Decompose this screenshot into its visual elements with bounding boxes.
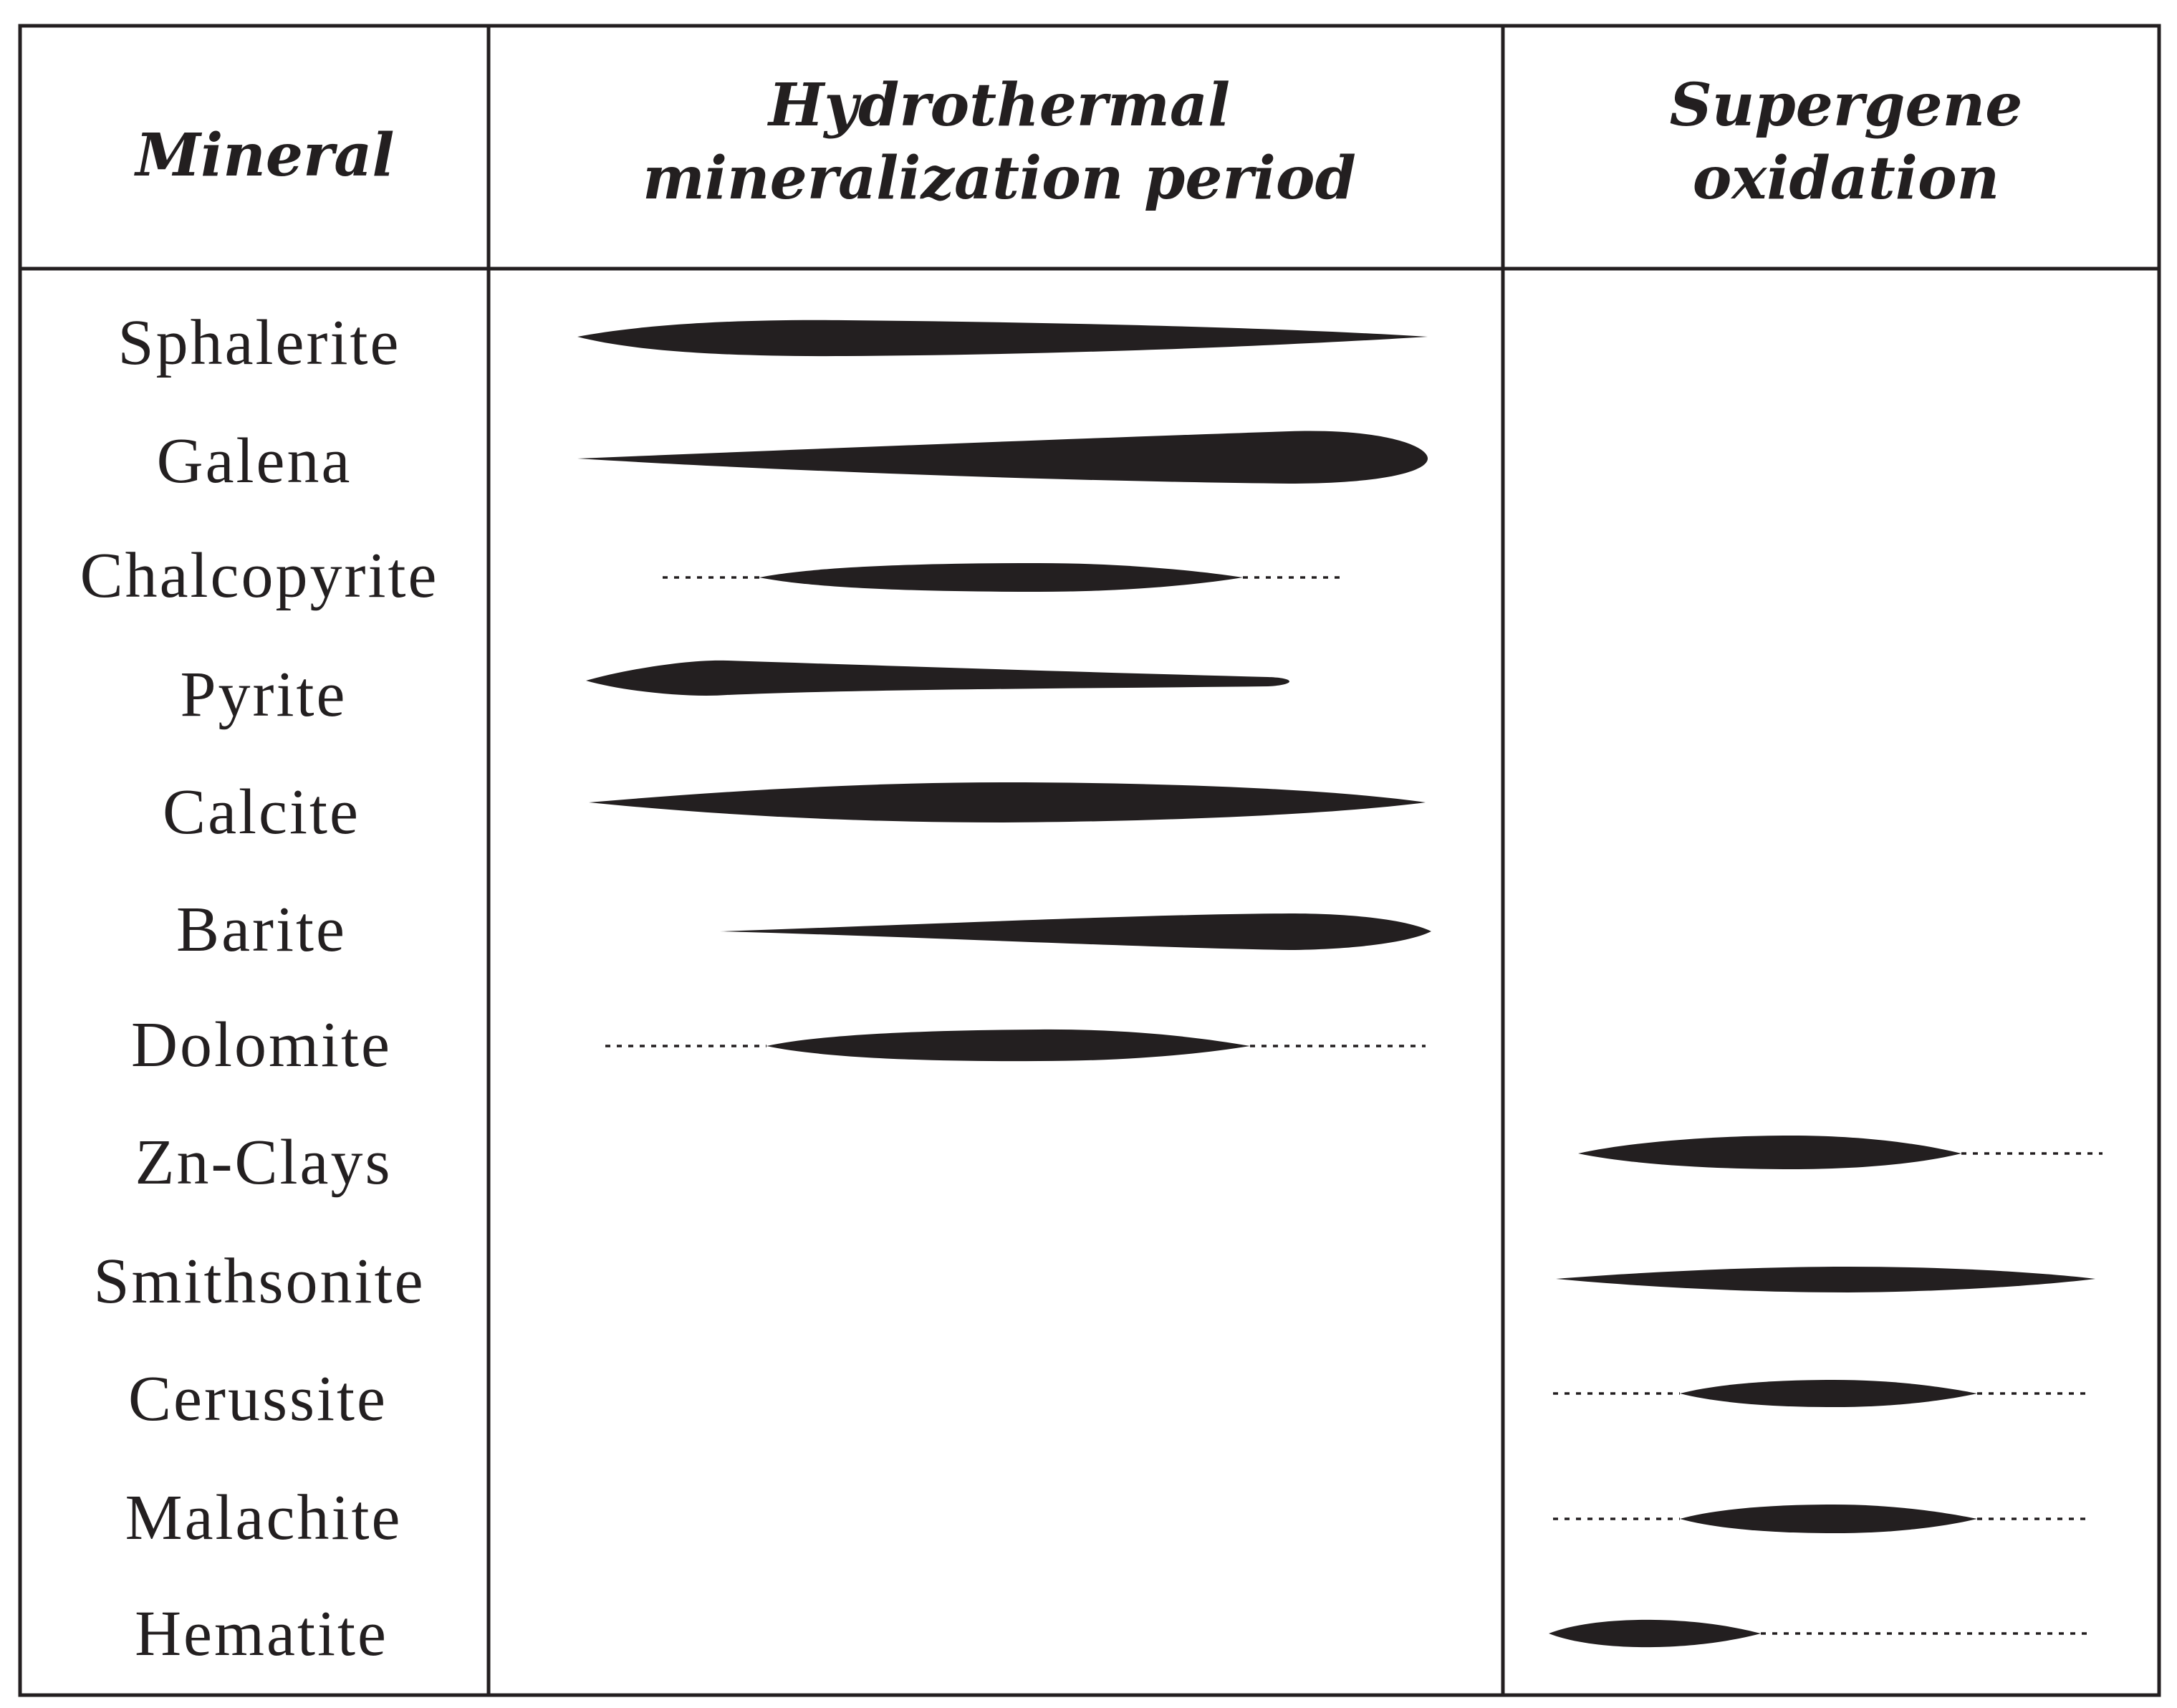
mineral-column: Sphalerite Galena Chalcopyrite Pyrite Ca… xyxy=(80,307,439,1669)
mineral-label-galena: Galena xyxy=(157,426,352,496)
bar-chalcopyrite xyxy=(759,563,1243,592)
bar-zn-clays xyxy=(1578,1136,1961,1169)
mineral-label-dolomite: Dolomite xyxy=(131,1009,392,1080)
bar-barite xyxy=(720,913,1431,950)
bar-galena xyxy=(577,431,1428,484)
hydrothermal-bars xyxy=(577,320,1431,1062)
bar-malachite xyxy=(1680,1505,1977,1533)
mineral-label-cerussite: Cerussite xyxy=(128,1363,388,1434)
mineral-label-pyrite: Pyrite xyxy=(181,659,347,730)
header-supergene-line1: Supergene xyxy=(1670,71,2023,140)
bar-sphalerite xyxy=(577,320,1428,357)
mineral-label-calcite: Calcite xyxy=(163,777,360,848)
table-frame xyxy=(18,24,2161,1697)
bar-smithsonite xyxy=(1556,1267,2095,1292)
bar-hematite xyxy=(1549,1619,1761,1648)
header-supergene-line2: oxidation xyxy=(1693,144,2000,213)
mineral-label-smithsonite: Smithsonite xyxy=(93,1246,425,1317)
bar-dolomite xyxy=(766,1029,1250,1062)
bar-cerussite xyxy=(1680,1380,1977,1407)
header-mineral: Mineral xyxy=(133,121,394,190)
mineral-label-barite: Barite xyxy=(176,894,347,965)
mineral-label-hematite: Hematite xyxy=(135,1598,388,1669)
bar-pyrite xyxy=(586,660,1289,696)
mineral-label-sphalerite: Sphalerite xyxy=(118,307,401,378)
mineral-label-zn-clays: Zn-Clays xyxy=(135,1127,393,1198)
supergene-bars xyxy=(1549,1136,2102,1648)
header-hydrothermal-line1: Hydrothermal xyxy=(767,71,1230,140)
mineral-label-chalcopyrite: Chalcopyrite xyxy=(80,540,439,611)
mineral-label-malachite: Malachite xyxy=(125,1482,403,1553)
bar-calcite xyxy=(589,782,1426,822)
header-hydrothermal-line2: mineralization period xyxy=(643,144,1356,213)
table-header: Mineral Hydrothermal mineralization peri… xyxy=(133,71,2022,213)
table-border xyxy=(18,24,2161,1697)
